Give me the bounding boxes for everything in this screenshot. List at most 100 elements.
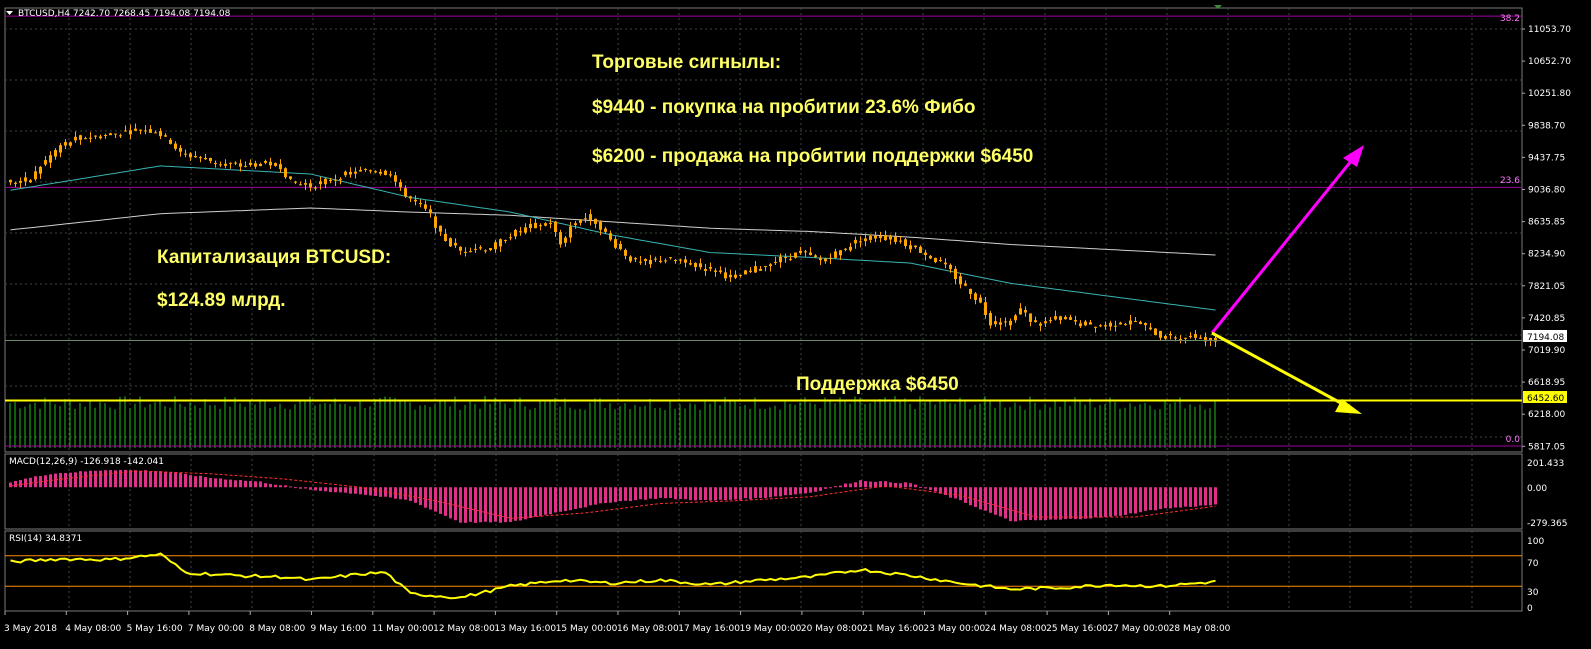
macd-bar [264,483,267,488]
macd-bar [29,477,32,488]
macd-bar [899,483,902,488]
macd-bar [754,487,757,498]
candle-body [99,136,102,139]
macd-bar [529,487,532,519]
macd-bar [129,470,132,488]
candle-body [589,214,592,220]
macd-bar [624,487,627,501]
macd-bar [679,487,682,499]
macd-bar [99,470,102,488]
candle-body [1139,321,1142,324]
candle-body [894,236,897,242]
macd-bar [34,476,37,488]
main-pane-frame [4,7,1523,453]
candle-body [544,223,547,226]
macd-label: MACD(12,26,9) -126.918 -142.041 [9,457,164,467]
macd-bar [169,472,172,488]
macd-bar [559,487,562,512]
candle-body [669,257,672,259]
macd-bar [379,487,382,497]
macd-bar [14,480,17,488]
macd-bar [289,486,292,488]
candle-body [1049,320,1052,322]
menu-triangle-icon[interactable] [6,11,13,15]
macd-bar [654,487,657,499]
macd-bar [864,481,867,488]
macd-bar [219,478,222,488]
candle-body [689,263,692,265]
macd-bar [609,487,612,503]
rsi-axis-0: 0 [1527,604,1533,614]
macd-bar [1159,487,1162,510]
time-tick-label: 5 May 16:00 [127,624,183,634]
macd-bar [59,473,62,488]
macd-bar [1139,487,1142,513]
macd-bar [1199,487,1202,506]
macd-bar [114,470,117,488]
candle-body [349,171,352,175]
candle-body [824,258,827,262]
candle-body [414,199,417,202]
cap-value: $124.89 млрд. [157,290,286,311]
candle-body [829,257,832,259]
signals-title: Торговые сигнылы: [592,52,781,73]
macd-bar [149,471,152,488]
time-tick-label: 27 May 00:00 [1107,624,1169,634]
candle-body [609,233,612,240]
macd-bar [344,487,347,493]
macd-bar [984,487,987,511]
macd-bar [834,486,837,488]
candle-body [1074,320,1077,322]
candle-body [719,270,722,272]
candle-body [879,235,882,239]
candle-body [344,171,347,176]
macd-bar [784,487,787,496]
macd-bar [1084,487,1087,519]
time-tick-label: 15 May 00:00 [556,624,618,634]
candle-body [1144,323,1147,326]
candle-body [204,157,207,160]
macd-bar [914,484,917,488]
candle-body [1179,338,1182,340]
candle-body [744,270,747,275]
macd-bar [1094,487,1097,518]
candle-body [119,135,122,137]
time-tick-label: 9 May 16:00 [311,624,367,634]
macd-bar [1014,487,1017,522]
macd-bar [214,478,217,488]
candle-body [1134,320,1137,322]
macd-bar [189,475,192,488]
scroll-marker-icon[interactable] [1214,5,1222,9]
time-tick-label: 7 May 00:00 [188,624,244,634]
candle-body [1024,309,1027,313]
candle-body [424,204,427,209]
macd-bar [139,470,142,488]
candle-body [314,187,317,189]
macd-bar [869,481,872,488]
candle-body [109,133,112,136]
candle-body [1029,313,1032,322]
macd-bar [879,481,882,488]
macd-bar [874,481,877,488]
candle-body [44,160,47,165]
axis-tick-label: 5817.05 [1528,442,1565,452]
candle-body [914,245,917,248]
candle-body [139,129,142,131]
candle-body [339,178,342,180]
macd-bar [74,472,77,488]
buy-arrow [1210,145,1364,334]
macd-bar [544,487,547,515]
candle-body [1039,323,1042,326]
candle-body [599,221,602,230]
candle-body [529,223,532,228]
macd-bar [774,487,777,497]
candle-body [199,157,202,159]
main-grid [5,8,1522,452]
candle-body [399,182,402,188]
candle-body [239,163,242,167]
candle-body [934,257,937,263]
macd-bar [179,473,182,488]
macd-bar [19,480,22,488]
macd-bar [904,482,907,488]
axis-tick-label: 9437.75 [1528,153,1565,163]
